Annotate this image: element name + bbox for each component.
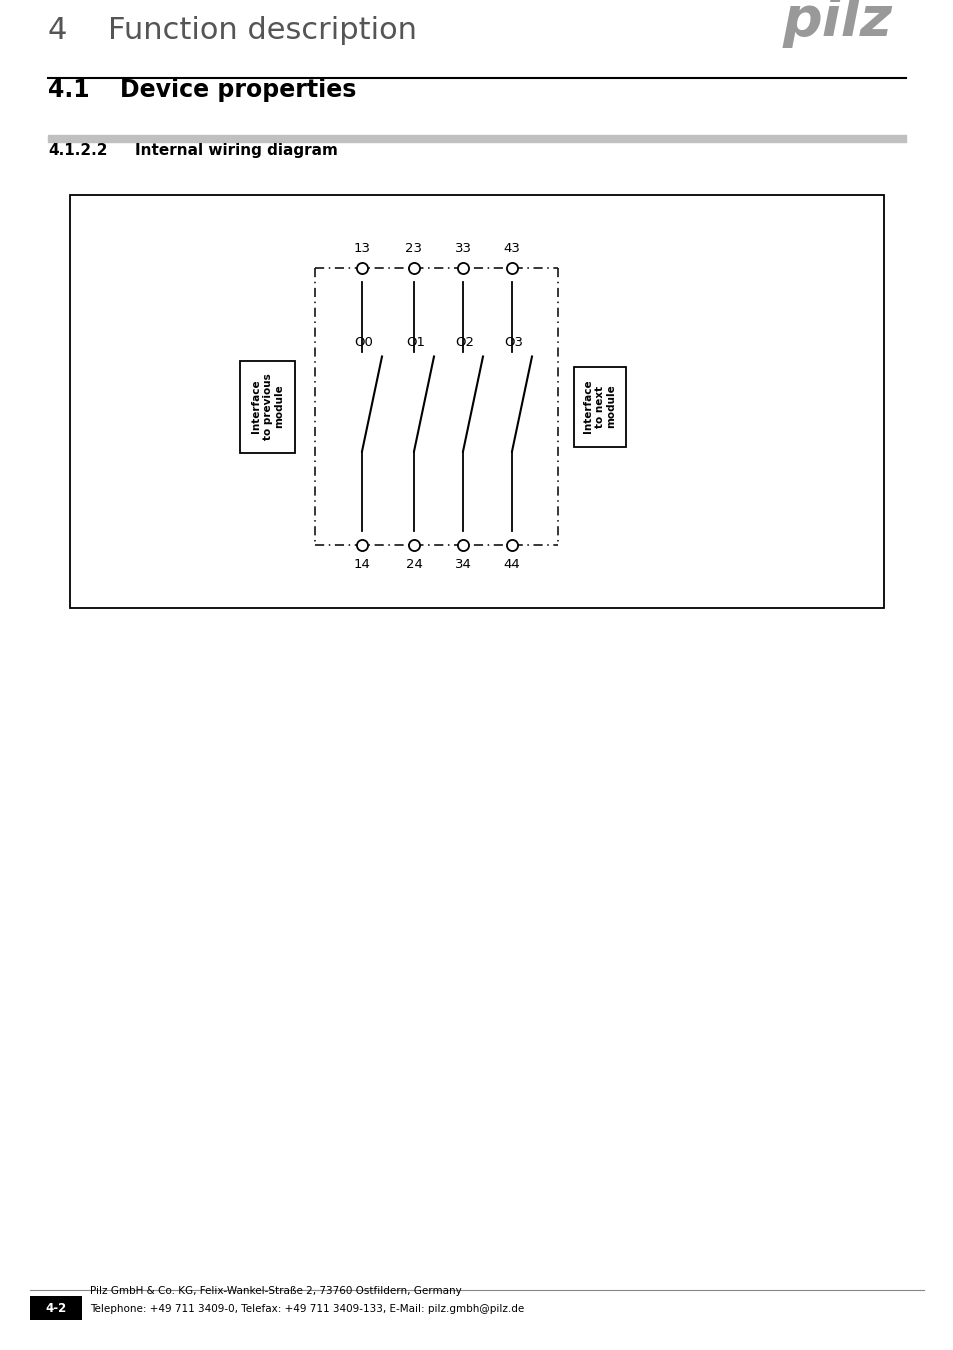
Text: Interface
to previous
module: Interface to previous module	[252, 373, 284, 440]
Text: 4: 4	[48, 16, 68, 45]
Text: Internal wiring diagram: Internal wiring diagram	[135, 143, 337, 158]
Text: 44: 44	[503, 558, 519, 571]
Text: O0: O0	[355, 336, 373, 348]
Text: 14: 14	[354, 558, 370, 571]
Bar	[30, 1296, 82, 1320]
Text: O3: O3	[504, 336, 523, 348]
Text: 4.1: 4.1	[48, 78, 90, 103]
Text: 33: 33	[454, 242, 471, 255]
Text: O2: O2	[455, 336, 474, 348]
Text: 24: 24	[405, 558, 422, 571]
Text: Interface
to next
module: Interface to next module	[583, 379, 616, 433]
Text: 4.1.2.2: 4.1.2.2	[48, 143, 108, 158]
Bar	[70, 194, 883, 608]
Text: Function description: Function description	[108, 16, 416, 45]
Text: Telephone: +49 711 3409-0, Telefax: +49 711 3409-133, E-Mail: pilz.gmbh@pilz.de: Telephone: +49 711 3409-0, Telefax: +49 …	[90, 1304, 524, 1314]
Bar	[240, 360, 295, 452]
Text: Device properties: Device properties	[120, 78, 356, 103]
Text: 23: 23	[405, 242, 422, 255]
Text: O1: O1	[406, 336, 425, 348]
Text: 34: 34	[454, 558, 471, 571]
Bar	[574, 366, 625, 447]
Text: pilz: pilz	[782, 0, 892, 49]
Text: 43: 43	[503, 242, 520, 255]
Text: 4-2: 4-2	[46, 1301, 67, 1315]
Text: Pilz GmbH & Co. KG, Felix-Wankel-Straße 2, 73760 Ostfildern, Germany: Pilz GmbH & Co. KG, Felix-Wankel-Straße …	[90, 1287, 461, 1296]
Text: 13: 13	[354, 242, 370, 255]
